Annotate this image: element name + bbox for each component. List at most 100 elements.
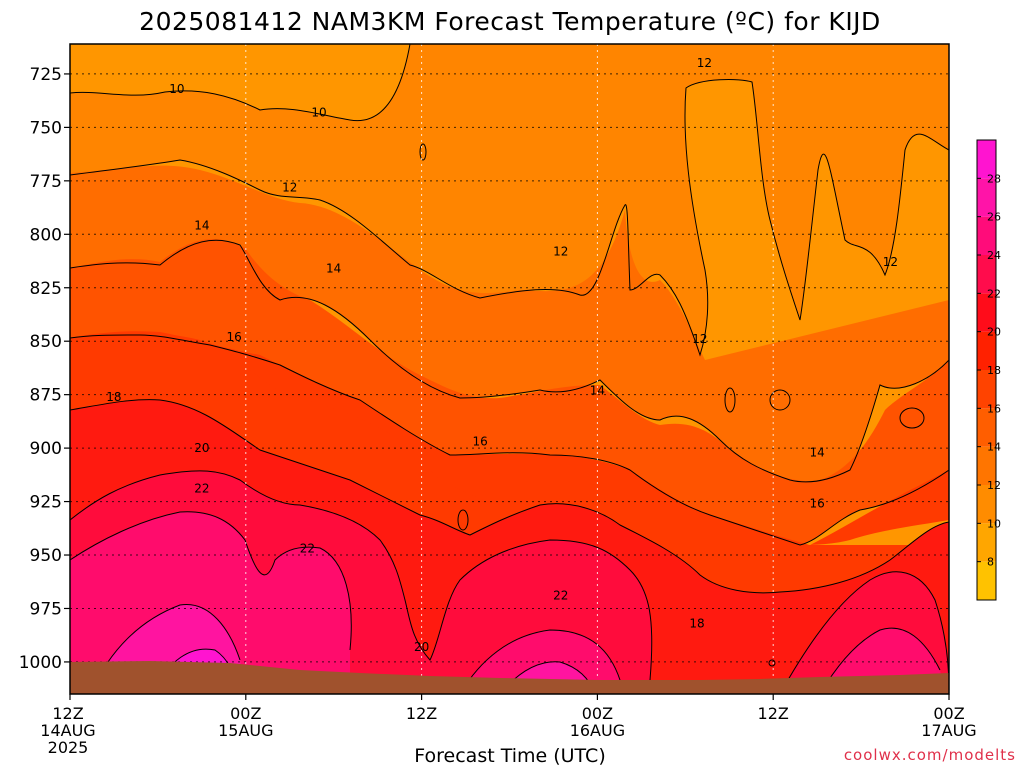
contour-label: 14 [810,445,825,459]
contour-24 [89,604,241,694]
y-axis: 725 750 775 800 825 850 875 900 925 950 975 1000 [19,65,70,673]
colorbar-tick-label: 24 [987,249,1001,262]
contour-label: 12 [553,244,568,258]
colorbar-segment [977,331,996,370]
contour-label: 12 [282,180,297,194]
x-axis-label: Forecast Time (UTC) [414,745,605,767]
contour-lines [70,44,949,694]
y-tick-label: 875 [30,386,62,406]
x-date-label: 16AUG [570,721,625,740]
colorbar-tick-label: 22 [987,287,1001,300]
y-tick-label: 725 [30,65,62,85]
contour-closed-e [419,143,427,161]
contour-labels: 10 10 12 12 14 14 12 12 16 12 18 14 16 14 20 22 16 22 22 18… [106,56,898,654]
contour-20b [779,571,949,694]
colorbar-segment [977,178,996,217]
contour-label: 16 [473,435,488,449]
contour-label: 22 [553,589,568,603]
colorbar-segment [977,523,996,562]
x-tick-label: 12Z [406,704,437,723]
contour-label: 18 [106,390,121,404]
colorbar-tick-label: 8 [987,556,994,569]
y-tick-label: 800 [30,225,62,245]
contour-label: 12 [692,332,707,346]
x-year-label: 2025 [48,738,89,757]
contour-16 [70,334,949,546]
contour-label: 20 [414,640,429,654]
contour-closed-d [457,509,469,531]
colorbar-tick-label: 16 [987,402,1001,415]
y-tick-label: 775 [30,172,62,192]
x-tick-label: 12Z [758,704,789,723]
contour-label: 16 [226,330,241,344]
colorbar-segment [977,561,996,600]
colorbar-tick-label: 14 [987,441,1001,454]
colorbar-segment [977,408,996,447]
contour-12 [70,79,949,357]
colorbar-segment [977,370,996,409]
colorbar-segment [977,255,996,294]
y-tick-label: 975 [30,599,62,619]
band-14-16 [70,165,949,482]
contour-label: 14 [194,219,209,233]
x-gridlines [245,44,774,694]
colorbar-segment [977,140,996,179]
y-gridlines [70,73,949,663]
x-date-label: 15AUG [218,721,273,740]
colorbar-tick-label: 12 [987,479,1001,492]
x-tick-label: 00Z [230,704,261,723]
contour-label: 14 [590,383,605,397]
y-tick-label: 950 [30,546,62,566]
terrain [70,661,949,694]
contour-10 [70,44,411,122]
y-tick-label: 850 [30,332,62,352]
contour-14 [70,239,949,483]
colorbar-tick-label: 20 [987,326,1001,339]
colorbar-tick-label: 28 [987,172,1001,185]
y-tick-label: 900 [30,439,62,459]
contour-closed-f [768,659,776,667]
colorbar-tick-label: 26 [987,211,1001,224]
x-tick-label: 00Z [933,704,964,723]
colorbar-segment [977,293,996,332]
contour-label: 22 [300,542,315,556]
contour-22c [819,627,941,694]
colorbar-tick-label: 18 [987,364,1001,377]
x-date-label: 17AUG [921,721,976,740]
contour-closed-c [899,407,925,429]
contour-label: 20 [194,441,209,455]
contour-22b [459,629,621,694]
contour-label: 18 [689,616,704,630]
contour-closed-b [769,389,791,411]
x-date-label: 14AUG [40,721,95,740]
y-tick-label: 825 [30,279,62,299]
band-16-18 [70,239,949,545]
contour-label: 16 [810,497,825,511]
band-12-14 [70,44,949,355]
colorbar: 8 10 12 14 16 18 20 22 24 26 28 [976,139,1001,601]
plot-frame [69,43,950,695]
chart-title: 2025081412 NAM3KM Forecast Temperature (… [139,7,881,36]
contour-label: 12 [883,255,898,269]
contour-label: 22 [194,482,209,496]
colorbar-segment [977,216,996,255]
contour-label: 10 [311,105,326,119]
contour-closed-a [724,387,736,413]
contour-20 [70,470,653,681]
contour-label: 14 [326,262,341,276]
contour-22 [70,511,352,651]
plot-area [70,44,949,694]
x-tick-label: 00Z [582,704,613,723]
credit-text: coolwx.com/modelts [844,746,1016,764]
contour-label: 10 [169,82,184,96]
colorbar-segment [977,446,996,485]
y-tick-label: 750 [30,118,62,138]
y-tick-label: 925 [30,493,62,513]
colorbar-segment [977,485,996,524]
contour-label: 12 [697,56,712,70]
contour-18 [70,399,949,594]
colorbar-tick-label: 10 [987,517,1001,530]
y-tick-label: 1000 [19,653,62,673]
